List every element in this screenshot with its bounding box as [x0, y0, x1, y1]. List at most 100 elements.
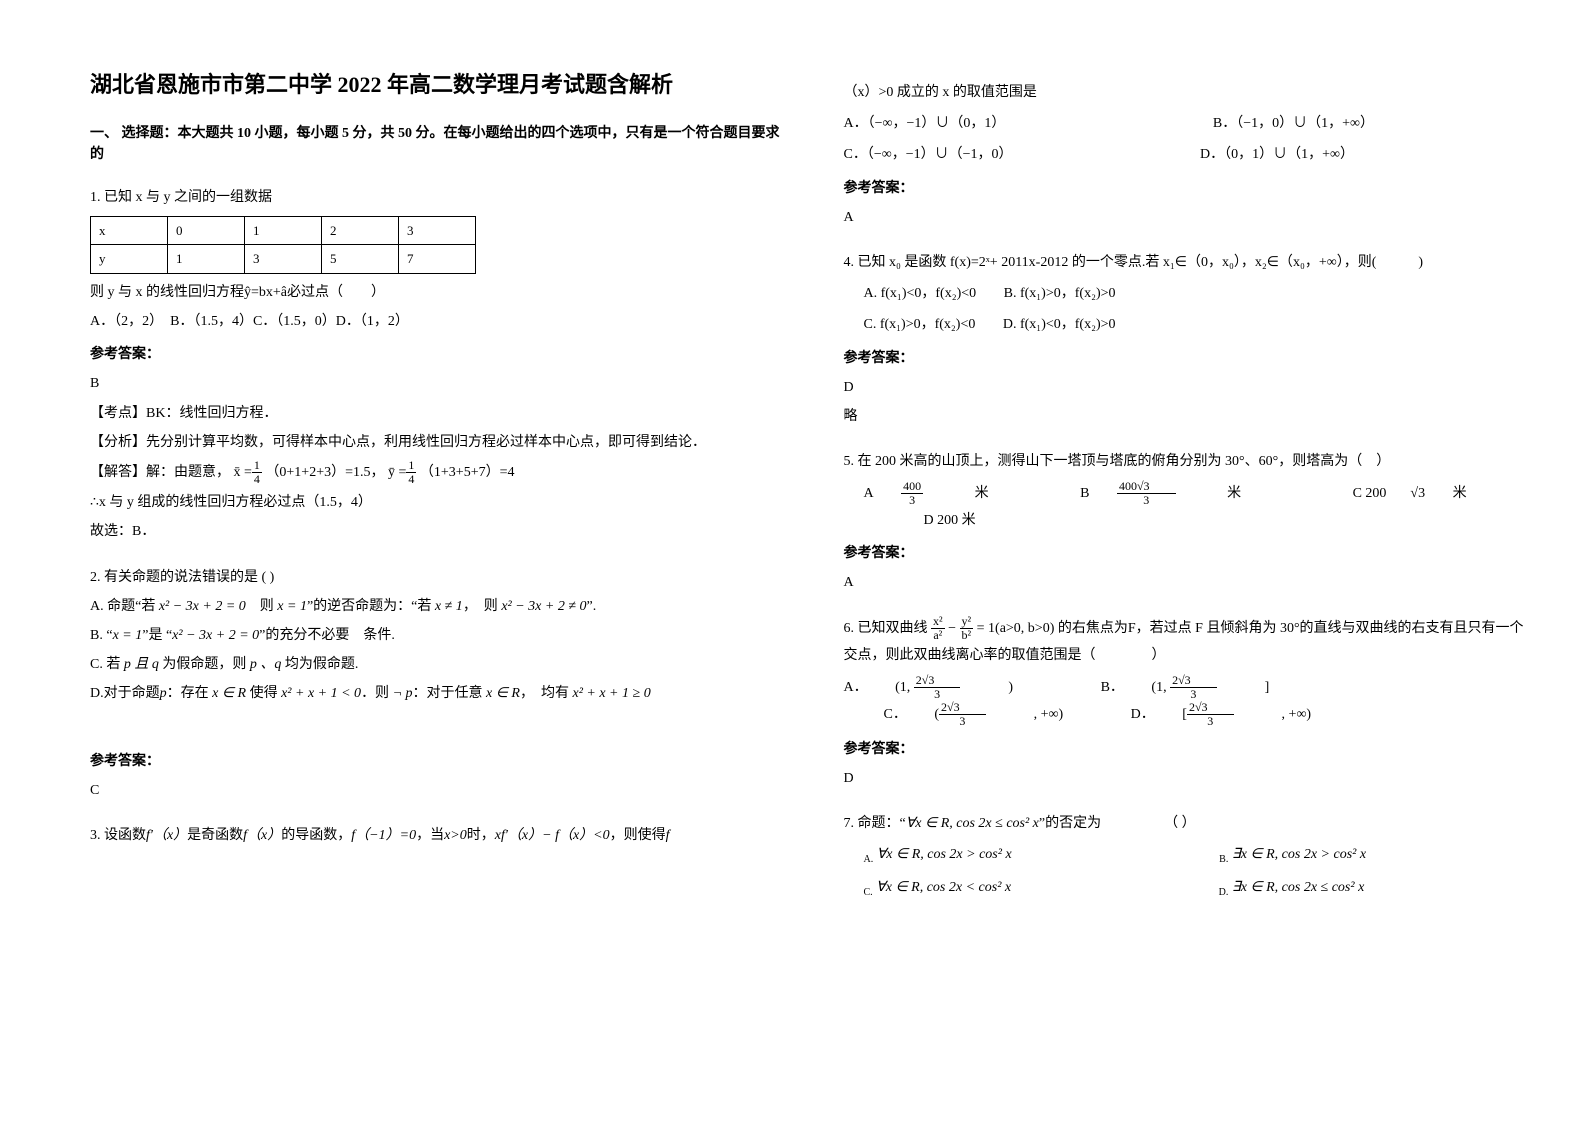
cell: 1 — [168, 245, 245, 273]
text: 的右焦点为F，若过点 F 且倾斜角为 30°的直线与双曲线的右支有且只有一个交点… — [844, 621, 1524, 662]
text: ”的充分不必要 条件. — [259, 628, 395, 643]
left-column: 湖北省恩施市市第二中学 2022 年高二数学理月考试题含解析 一、 选择题：本大… — [90, 70, 784, 1102]
fraction: 14 — [252, 459, 262, 486]
fraction: 14 — [406, 459, 416, 486]
sqrt: √3 — [947, 700, 960, 714]
q6-prompt: 6. 已知双曲线 x²a² − y²b² = 1(a>0, b>0) 的右焦点为… — [844, 615, 1538, 668]
option-d: D． [2√33, +∞) — [1131, 707, 1311, 722]
text: ：存在 — [167, 686, 209, 701]
right-column: （x）>0 成立的 x 的取值范围是 A．（−∞，−1）∪（0，1） B．（−1… — [844, 70, 1538, 1102]
q1-line2: 则 y 与 x 的线性回归方程ŷ=bx+â必过点（ ） — [90, 280, 784, 305]
cell: 2 — [322, 216, 399, 244]
cell: 3 — [399, 216, 476, 244]
text: 的导函数， — [281, 828, 351, 843]
text: 是奇函数 — [187, 828, 243, 843]
label: D. — [1219, 887, 1229, 898]
question-1: 1. 已知 x 与 y 之间的一组数据 x 0 1 2 3 y 1 3 5 7 — [90, 181, 784, 549]
option-b: B. f(x₁)>0，f(x₂)>0 — [1004, 286, 1116, 301]
question-3-start: 3. 设函数f′（x）是奇函数f（x）的导函数，f（−1）=0，当x>0时，xf… — [90, 819, 784, 852]
q4-options-row1: A. f(x₁)<0，f(x₂)<0 B. f(x₁)>0，f(x₂)>0 — [864, 281, 1538, 306]
option-c: C. ∀x ∈ R, cos 2x < cos² x — [864, 880, 1012, 895]
math: ȳ = — [388, 465, 406, 480]
q2-optA: A. 命题“若 x² − 3x + 2 = 0 则 x = 1”的逆否命题为：“… — [90, 594, 784, 619]
math: ∀x ∈ R, cos 2x < cos² x — [876, 880, 1011, 895]
cell: 0 — [168, 216, 245, 244]
math: x₀ — [1222, 255, 1234, 270]
question-2: 2. 有关命题的说法错误的是 ( ) A. 命题“若 x² − 3x + 2 =… — [90, 561, 784, 807]
fraction: y²b² — [960, 615, 974, 642]
math: x̄ = — [234, 465, 252, 480]
text: ∈（ — [1267, 255, 1293, 270]
q7-options-row1: A. ∀x ∈ R, cos 2x > cos² x B. ∃x ∈ R, co… — [864, 842, 1538, 869]
q2-optB: B. “x = 1”是 “x² − 3x + 2 = 0”的充分不必要 条件. — [90, 623, 784, 648]
text: ，当 — [416, 828, 444, 843]
option-b: B．（−1，0）∪（1，+∞） — [1213, 116, 1374, 131]
sqrt: √3 — [1410, 486, 1425, 501]
table-row: x 0 1 2 3 — [91, 216, 476, 244]
denominator: 3 — [901, 494, 923, 507]
math: x>0 — [444, 828, 467, 843]
math: x = 1 — [277, 599, 307, 614]
answer-label: 参考答案： — [844, 346, 1538, 371]
answer-label: 参考答案： — [844, 541, 1538, 566]
q2-prompt: 2. 有关命题的说法错误的是 ( ) — [90, 565, 784, 590]
option-b: B. ∃x ∈ R, cos 2x > cos² x — [1219, 847, 1366, 862]
q3-answer: A — [844, 205, 1538, 230]
label: C. — [864, 887, 873, 898]
text: ，+∞），则( ) — [1305, 255, 1423, 270]
option-c: C． (2√33, +∞) — [884, 707, 1064, 722]
option-c: C. f(x₁)>0，f(x₂)<0 — [864, 317, 976, 332]
answer-label: 参考答案： — [90, 749, 784, 774]
text: C. 若 — [90, 657, 120, 672]
fraction: 4003 — [901, 480, 947, 507]
cell: x — [91, 216, 168, 244]
q2-optD: D.对于命题p：存在 x ∈ R 使得 x² + x + 1 < 0．则 ¬ p… — [90, 681, 784, 706]
q7-prompt: 7. 命题：“∀x ∈ R, cos 2x ≤ cos² x”的否定为 （ ） — [844, 811, 1538, 836]
fraction: 2√33 — [939, 701, 1010, 728]
q4-note: 略 — [844, 404, 1538, 429]
math: x₂ — [1255, 255, 1267, 270]
question-3-cont: （x）>0 成立的 x 的取值范围是 A．（−∞，−1）∪（0，1） B．（−1… — [844, 76, 1538, 234]
q2-optC: C. 若 p 且 q 为假命题，则 p 、q 均为假命题. — [90, 652, 784, 677]
label: B． — [1101, 680, 1124, 695]
text: D.对于命题 — [90, 686, 160, 701]
text: B. “ — [90, 628, 113, 643]
option-d: D. ∃x ∈ R, cos 2x ≤ cos² x — [1219, 880, 1365, 895]
unit: 米 — [1227, 486, 1241, 501]
text: 则 — [246, 599, 274, 614]
cell: 1 — [245, 216, 322, 244]
sqrt: √3 — [1137, 479, 1150, 493]
numerator: 400 — [901, 480, 923, 494]
q5-prompt: 5. 在 200 米高的山顶上，测得山下一塔顶与塔底的俯角分别为 30°、60°… — [844, 449, 1538, 474]
text: ：对于任意 — [413, 686, 483, 701]
q7-options-row2: C. ∀x ∈ R, cos 2x < cos² x D. ∃x ∈ R, co… — [864, 875, 1538, 902]
math: ∀x ∈ R, cos 2x > cos² x — [877, 847, 1012, 862]
denominator: 4 — [252, 473, 262, 486]
q3-options-row1: A．（−∞，−1）∪（0，1） B．（−1，0）∪（1，+∞） — [844, 111, 1538, 136]
sqrt: √3 — [1178, 673, 1191, 687]
q1-exp1: 【考点】BK：线性回归方程． — [90, 401, 784, 426]
text: C 200 — [1353, 486, 1387, 501]
numerator: 400√3 — [1117, 480, 1176, 494]
math: ∀x ∈ R, cos 2x ≤ cos² x — [906, 816, 1039, 831]
math: x ∈ R — [212, 686, 246, 701]
denominator: 3 — [939, 715, 986, 728]
q1-answer: B — [90, 371, 784, 396]
math: ∃x ∈ R, cos 2x > cos² x — [1232, 847, 1366, 862]
q1-exp3: 【解答】解：由题意， x̄ =14 （0+1+2+3）=1.5， ȳ =14 （… — [90, 459, 784, 486]
option-a: A．（−∞，−1）∪（0，1） — [844, 116, 1006, 131]
text: ”是 “ — [142, 628, 172, 643]
q2-answer: C — [90, 778, 784, 803]
text: ， 均有 — [520, 686, 569, 701]
q4-answer: D — [844, 375, 1538, 400]
math: x² − 3x + 2 = 0 — [172, 628, 259, 643]
math: x = 1 — [113, 628, 143, 643]
math: f（−1）=0 — [351, 828, 416, 843]
section-header: 一、 选择题：本大题共 10 小题，每小题 5 分，共 50 分。在每小题给出的… — [90, 123, 784, 165]
text: ，则使得 — [610, 828, 666, 843]
text: =bx+ — [251, 285, 281, 300]
option-b: B 400√33 米 — [1080, 486, 1265, 501]
question-7: 7. 命题：“∀x ∈ R, cos 2x ≤ cos² x”的否定为 （ ） … — [844, 807, 1538, 908]
text: ”的逆否命题为：“若 — [307, 599, 431, 614]
q6-answer: D — [844, 766, 1538, 791]
